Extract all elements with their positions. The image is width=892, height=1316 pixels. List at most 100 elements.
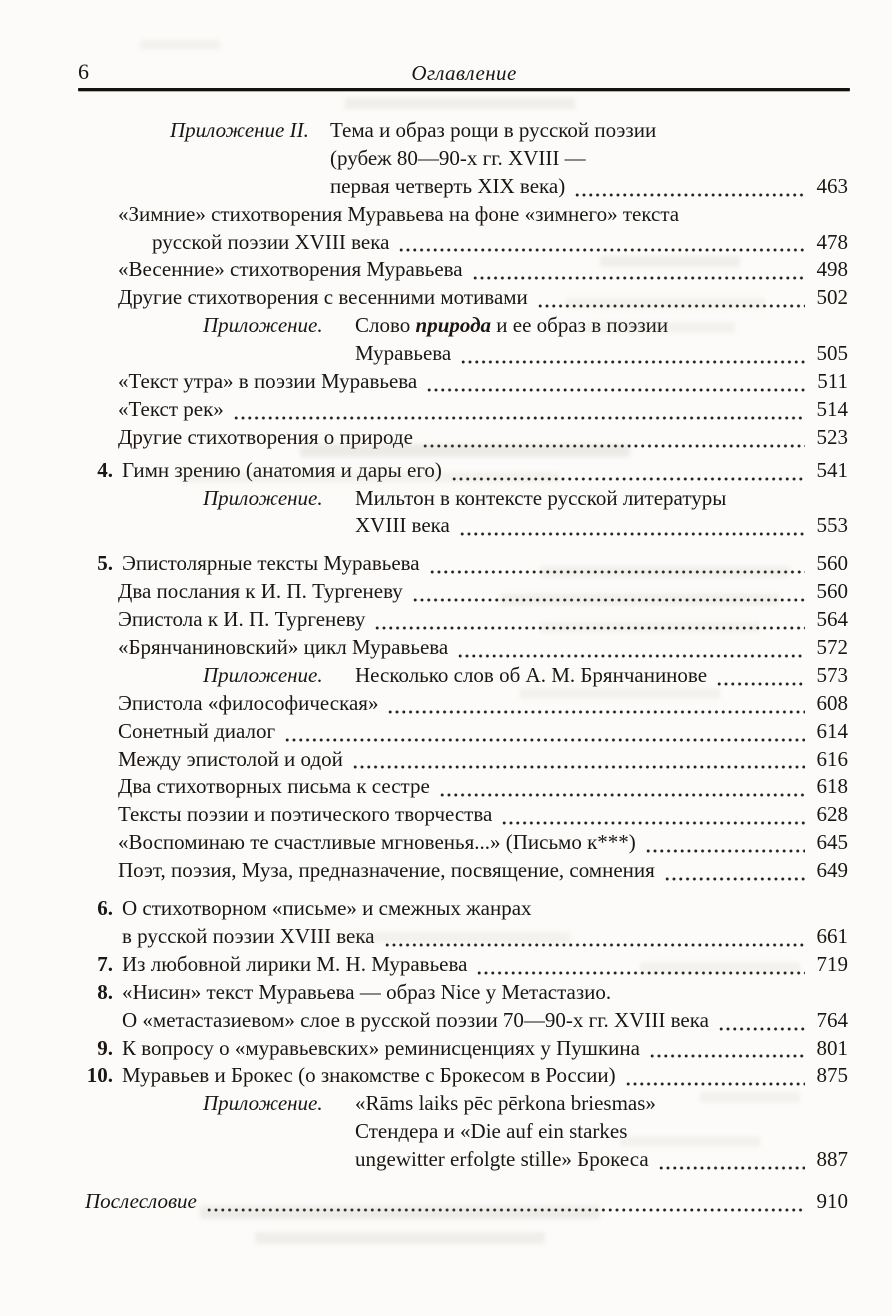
- toc-row: Между эпистолой и одой 616: [85, 747, 848, 775]
- bleedthrough-artifact: [140, 40, 220, 50]
- toc-item-title: Мильтон в контексте русской литературы: [355, 485, 727, 510]
- toc-page-number: 887: [816, 1147, 849, 1172]
- toc-row: Сонетный диалог 614: [85, 719, 848, 747]
- toc-page-number: 719: [816, 951, 849, 976]
- toc-row: Поэт, поэзия, Муза, предназначение, посв…: [85, 858, 848, 886]
- toc-row: «Воспоминаю те счастливые мгновенья...» …: [85, 830, 848, 858]
- bleedthrough-artifact: [640, 962, 800, 973]
- bleedthrough-artifact: [540, 622, 760, 633]
- toc-item-title: К вопросу о «муравьевских» реминисценция…: [122, 1035, 640, 1060]
- toc-row: первая четверть XIX века) 463: [85, 174, 848, 202]
- appendix-label: Приложение.: [203, 1091, 323, 1116]
- toc-appendix-row: Приложение. Мильтон в контексте русской л…: [85, 486, 848, 514]
- toc-row: в русской поэзии XVIII века 661: [85, 924, 848, 952]
- toc-numbered-row: 7. Из любовной лирики М. Н. Муравьева 719: [85, 952, 848, 980]
- toc-item-title: Послесловие: [85, 1188, 197, 1213]
- toc-page-number: 514: [816, 396, 849, 421]
- toc-page-number: 616: [816, 746, 849, 771]
- bleedthrough-artifact: [585, 322, 735, 333]
- toc-item-title: Муравьев и Брокес (о знакомстве с Брокес…: [122, 1063, 616, 1088]
- toc-row: Два послания к И. П. Тургеневу 560: [85, 579, 848, 607]
- toc-item-title: Эпистола «философическая»: [118, 690, 379, 715]
- toc-row: (рубеж 80—90-х гг. XVIII —: [85, 146, 848, 174]
- dot-leader: [472, 275, 805, 282]
- toc-item-number: 5.: [97, 551, 113, 576]
- toc-page-number: 801: [816, 1035, 849, 1060]
- toc-page-number: 875: [816, 1063, 849, 1088]
- toc-row: Муравьева 505: [85, 341, 848, 369]
- toc-item-number: 4.: [97, 457, 113, 482]
- toc-item-title: (рубеж 80—90-х гг. XVIII —: [330, 145, 586, 170]
- dot-leader: [429, 569, 805, 576]
- toc-row: «Текст утра» в поэзии Муравьева 511: [85, 369, 848, 397]
- dot-leader: [459, 531, 805, 538]
- toc-row: Стендера и «Die auf ein starkes: [85, 1119, 848, 1147]
- toc-item-title: Стендера и «Die auf ein starkes: [355, 1119, 628, 1144]
- dot-leader: [645, 848, 805, 855]
- toc-numbered-row: 4. Гимн зрению (анатомия и дары его) 541: [85, 458, 848, 486]
- toc-item-title: Другие стихотворения о природе: [118, 424, 413, 449]
- dot-leader: [206, 1206, 805, 1213]
- bleedthrough-artifact: [200, 1206, 600, 1219]
- toc-item-title: Гимн зрению (анатомия и дары его): [122, 457, 442, 482]
- toc-item-title: «Rāms laiks pēc pērkona briesmas»: [355, 1091, 656, 1116]
- toc-appendix-row: Приложение. Слово природа и ее образ в по…: [85, 313, 848, 341]
- toc-item-title: русской поэзии XVIII века: [152, 229, 390, 254]
- bleedthrough-artifact: [350, 932, 570, 943]
- toc-row: «Брянчаниновский» цикл Муравьева 572: [85, 635, 848, 663]
- toc-page-number: 523: [816, 424, 849, 449]
- appendix-label: Приложение.: [203, 313, 323, 338]
- toc-item-number: 9.: [97, 1035, 113, 1060]
- toc-page-number: 478: [816, 229, 849, 254]
- bleedthrough-artifact: [700, 1092, 800, 1103]
- toc-item-title: Тексты поэзии и поэтического творчества: [118, 802, 493, 827]
- toc-item-title: О «метастазиевом» слое в русской поэзии …: [122, 1007, 709, 1032]
- toc-item-number: 8.: [97, 979, 113, 1004]
- dot-leader: [399, 247, 805, 254]
- dot-leader: [458, 652, 805, 659]
- toc-row: «Весенние» стихотворения Муравьева 498: [85, 257, 848, 285]
- toc-item-title: Сонетный диалог: [118, 718, 276, 743]
- toc-numbered-row: 9. К вопросу о «муравьевских» реминисценц…: [85, 1036, 848, 1064]
- toc-row: русской поэзии XVIII века 478: [85, 230, 848, 258]
- toc-item-title: «Весенние» стихотворения Муравьева: [118, 257, 463, 282]
- toc-appendix-row: Приложение II. Тема и образ рощи в русско…: [85, 118, 848, 146]
- dot-leader: [658, 1164, 805, 1171]
- bleedthrough-artifact: [255, 1232, 545, 1244]
- toc-item-title: «Нисин» текст Муравьева — образ Nice у М…: [122, 979, 612, 1004]
- toc-item-title: Слово природа и ее образ в поэзии: [355, 313, 669, 338]
- appendix-label: Приложение.: [203, 662, 323, 687]
- dot-leader: [285, 736, 805, 743]
- toc-page-number: 498: [816, 257, 849, 282]
- bleedthrough-artifact: [620, 1136, 760, 1147]
- toc-row: «Зимние» стихотворения Муравьева на фоне…: [85, 202, 848, 230]
- dot-leader: [384, 941, 805, 948]
- toc-row: О «метастазиевом» слое в русской поэзии …: [85, 1008, 848, 1036]
- toc-numbered-row: 6. О стихотворном «письме» и смежных жанр…: [85, 896, 848, 924]
- appendix-label: Приложение II.: [170, 118, 309, 142]
- toc-row: Другие стихотворения о природе 523: [85, 425, 848, 453]
- toc-item-title: Муравьева: [355, 341, 452, 366]
- page-number: 6: [78, 59, 89, 84]
- toc-page-number: 553: [816, 513, 849, 538]
- toc-page-number: 910: [816, 1188, 849, 1213]
- dot-leader: [427, 386, 805, 393]
- toc-item-title: ungewitter erfolgte stille» Брокеса: [355, 1147, 649, 1172]
- bleedthrough-artifact: [565, 298, 765, 309]
- toc-appendix-row: Приложение. «Rāms laiks pēc pērkona bries…: [85, 1091, 848, 1119]
- dot-leader: [461, 359, 805, 366]
- toc-page-number: 560: [816, 551, 849, 576]
- dot-leader: [575, 191, 805, 198]
- dot-leader: [451, 475, 805, 482]
- bleedthrough-artifact: [600, 256, 740, 267]
- toc-page-number: 502: [816, 285, 849, 310]
- toc-item-title: «Зимние» стихотворения Муравьева на фоне…: [118, 201, 680, 226]
- bleedthrough-artifact: [300, 444, 630, 457]
- toc-item-title: О стихотворном «письме» и смежных жанрах: [122, 896, 532, 921]
- toc-page-number: 564: [816, 607, 849, 632]
- bleedthrough-artifact: [520, 688, 720, 699]
- toc-page-number: 661: [816, 923, 849, 948]
- toc-row: «Текст рек» 514: [85, 397, 848, 425]
- dot-leader: [412, 597, 805, 604]
